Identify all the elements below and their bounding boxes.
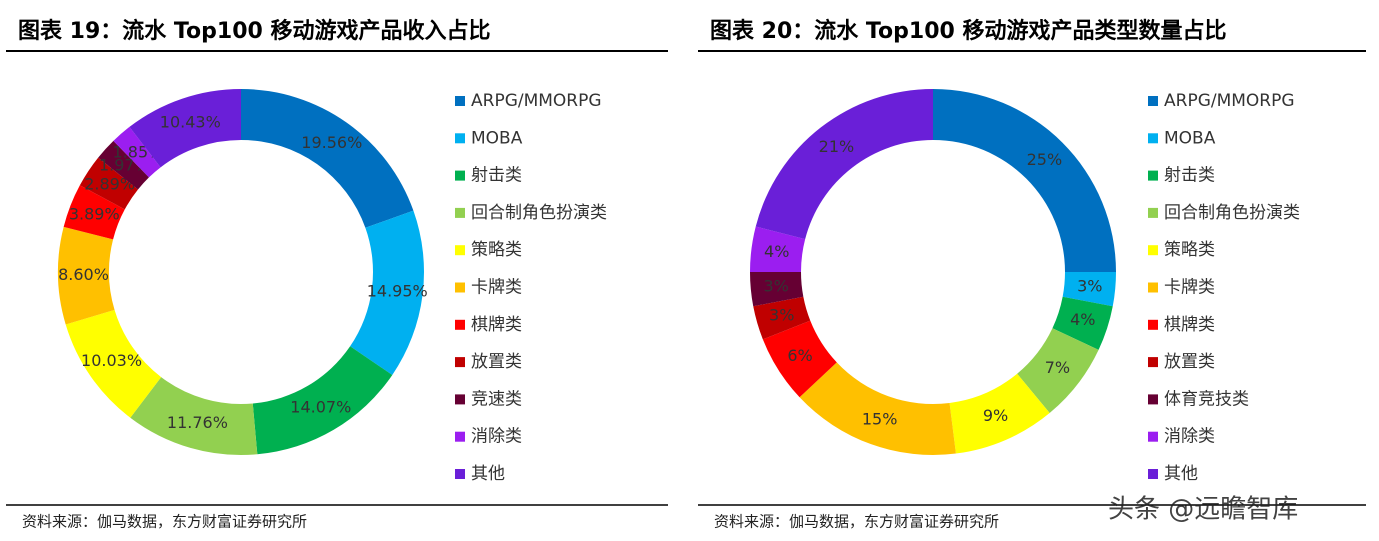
- legend-swatch: [1148, 357, 1158, 368]
- value-label: 3%: [769, 305, 794, 324]
- legend-label: 其他: [1164, 464, 1198, 484]
- value-label: 25%: [1027, 150, 1063, 169]
- legend-label: 其他: [471, 464, 505, 484]
- legend-swatch: [1148, 96, 1158, 106]
- legend-swatch: [455, 394, 465, 405]
- donut-segment: [933, 89, 1116, 272]
- donut-segment: [113, 126, 161, 178]
- value-label: 6%: [787, 346, 812, 365]
- legend-label: MOBA: [471, 128, 523, 148]
- value-label: 3.89%: [69, 204, 120, 223]
- donut-segment: [750, 272, 804, 307]
- legend-swatch: [455, 96, 465, 106]
- legend-label: 射击类: [471, 166, 522, 186]
- value-label: 7%: [1045, 358, 1070, 377]
- donut-segment: [350, 210, 424, 375]
- legend-label: 回合制角色扮演类: [1164, 203, 1300, 223]
- legend-swatch: [1148, 170, 1158, 181]
- legend-label: 棋牌类: [471, 315, 522, 335]
- legend-label: MOBA: [1164, 128, 1216, 148]
- donut-segment: [762, 320, 837, 398]
- value-label: 11.76%: [167, 413, 228, 432]
- value-label: 21%: [819, 137, 855, 156]
- donut-segment: [65, 309, 162, 418]
- value-label: 19.56%: [301, 133, 362, 152]
- watermark: 头条 @远瞻智库: [1108, 495, 1298, 525]
- legend-label: ARPG/MMORPG: [471, 91, 602, 111]
- legend-swatch: [1148, 431, 1158, 442]
- legend-label: 卡牌类: [1164, 278, 1215, 298]
- donut-segment: [79, 157, 138, 210]
- legend-swatch: [1148, 319, 1158, 330]
- value-label: 10.43%: [160, 112, 221, 131]
- legend-label: 策略类: [1164, 240, 1215, 260]
- value-label: 4%: [1070, 310, 1095, 329]
- legend-swatch: [455, 170, 465, 181]
- value-label: 8.60%: [58, 265, 109, 284]
- donut-segment: [750, 226, 806, 272]
- source-note: 资料来源：伽马数据，东方财富证券研究所: [22, 513, 307, 531]
- value-label: 15%: [862, 410, 898, 429]
- legend-swatch: [455, 133, 465, 144]
- value-label: 14.95%: [367, 282, 428, 301]
- value-label: 14.07%: [290, 397, 351, 416]
- chart-title: 图表 19：流水 Top100 移动游戏产品收入占比: [18, 18, 490, 44]
- legend-label: 竞速类: [471, 389, 522, 409]
- donut-segment: [949, 373, 1050, 454]
- value-label: 9%: [983, 406, 1008, 425]
- source-note: 资料来源：伽马数据，东方财富证券研究所: [714, 513, 999, 531]
- donut-segment: [63, 185, 125, 240]
- donut-segment: [753, 296, 811, 340]
- legend-swatch: [455, 431, 465, 442]
- legend-swatch: [1148, 469, 1158, 479]
- legend-label: 消除类: [1164, 427, 1215, 447]
- legend-label: 放置类: [471, 352, 522, 372]
- value-label: 3%: [764, 276, 789, 295]
- donut-segment: [799, 362, 956, 455]
- legend-swatch: [1148, 282, 1158, 293]
- legend-label: 棋牌类: [1164, 315, 1215, 335]
- donut-segment: [1052, 296, 1113, 350]
- value-label: 4%: [764, 242, 789, 261]
- legend-label: 放置类: [1164, 352, 1215, 372]
- legend-swatch: [455, 319, 465, 330]
- donut-segment: [241, 89, 414, 228]
- legend-swatch: [455, 357, 465, 368]
- value-label: 3%: [1077, 276, 1102, 295]
- legend-label: 回合制角色扮演类: [471, 203, 607, 223]
- legend-swatch: [455, 469, 465, 479]
- donut-segment: [98, 140, 149, 190]
- legend-label: 卡牌类: [471, 278, 522, 298]
- value-label: 2.89%: [84, 175, 135, 194]
- legend-swatch: [455, 282, 465, 293]
- donut-segment: [129, 89, 241, 168]
- legend-swatch: [1148, 394, 1158, 405]
- donut-segment: [1062, 272, 1116, 307]
- donut-segment: [57, 226, 115, 325]
- legend-label: 体育竞技类: [1164, 389, 1249, 409]
- legend-swatch: [1148, 207, 1158, 218]
- legend-label: ARPG/MMORPG: [1164, 91, 1295, 111]
- legend-label: 消除类: [471, 427, 522, 447]
- legend-swatch: [455, 245, 465, 256]
- legend-swatch: [455, 207, 465, 218]
- legend-swatch: [1148, 133, 1158, 144]
- donut-segment: [755, 89, 933, 240]
- donut-segment: [252, 346, 393, 455]
- chart-title: 图表 20：流水 Top100 移动游戏产品类型数量占比: [710, 18, 1226, 44]
- legend-swatch: [1148, 245, 1158, 256]
- value-label: 10.03%: [81, 351, 142, 370]
- donut-segment: [130, 377, 258, 455]
- legend-label: 射击类: [1164, 166, 1215, 186]
- legend-label: 策略类: [471, 240, 522, 260]
- donut-segment: [1017, 328, 1099, 414]
